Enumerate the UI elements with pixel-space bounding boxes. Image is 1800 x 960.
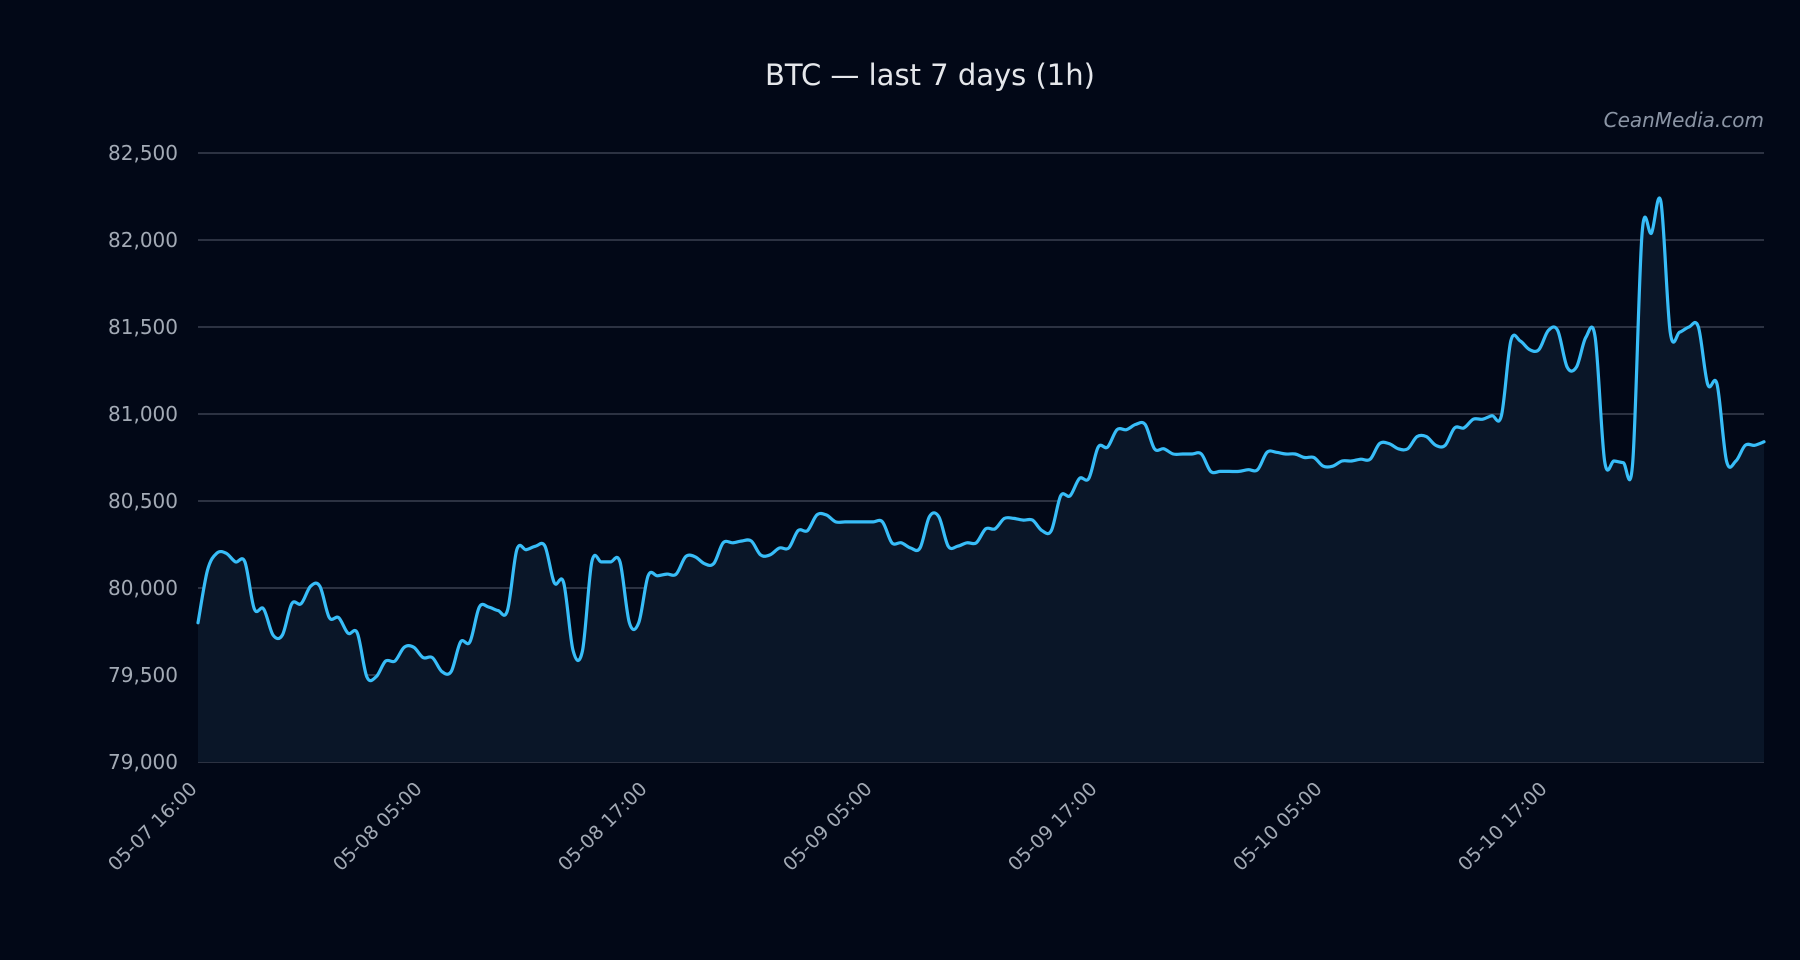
price-area-fill [198,197,1764,762]
y-tick-label: 81,000 [108,402,178,426]
y-tick-label: 80,500 [108,489,178,513]
chart-title: BTC — last 7 days (1h) [765,58,1095,92]
y-tick-label: 81,500 [108,315,178,339]
y-tick-label: 82,000 [108,228,178,252]
watermark: CeanMedia.com [1604,108,1764,132]
y-tick-label: 82,500 [108,141,178,165]
y-tick-label: 80,000 [108,576,178,600]
y-tick-label: 79,500 [108,663,178,687]
y-axis: 79,000 79,500 80,000 80,500 81,000 81,500 82,0… [108,141,178,774]
y-tick-label: 79,000 [108,750,178,774]
price-line [196,196,1766,683]
